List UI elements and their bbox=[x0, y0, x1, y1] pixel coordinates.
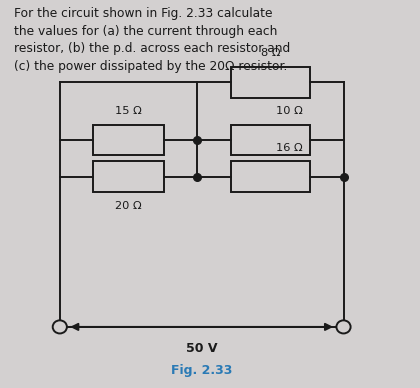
Text: 8 Ω: 8 Ω bbox=[261, 48, 280, 59]
Bar bbox=[93, 161, 164, 192]
Bar bbox=[231, 67, 310, 98]
Text: 10 Ω: 10 Ω bbox=[276, 106, 303, 116]
Circle shape bbox=[336, 320, 351, 333]
Bar bbox=[93, 125, 164, 156]
Text: Fig. 2.33: Fig. 2.33 bbox=[171, 364, 232, 377]
Text: 16 Ω: 16 Ω bbox=[276, 143, 303, 153]
Text: 50 V: 50 V bbox=[186, 342, 218, 355]
Text: For the circuit shown in Fig. 2.33 calculate
the values for (a) the current thro: For the circuit shown in Fig. 2.33 calcu… bbox=[14, 7, 290, 73]
Bar bbox=[231, 161, 310, 192]
Text: 15 Ω: 15 Ω bbox=[115, 106, 142, 116]
Text: 20 Ω: 20 Ω bbox=[116, 201, 142, 211]
Bar bbox=[231, 125, 310, 156]
Circle shape bbox=[52, 320, 67, 333]
